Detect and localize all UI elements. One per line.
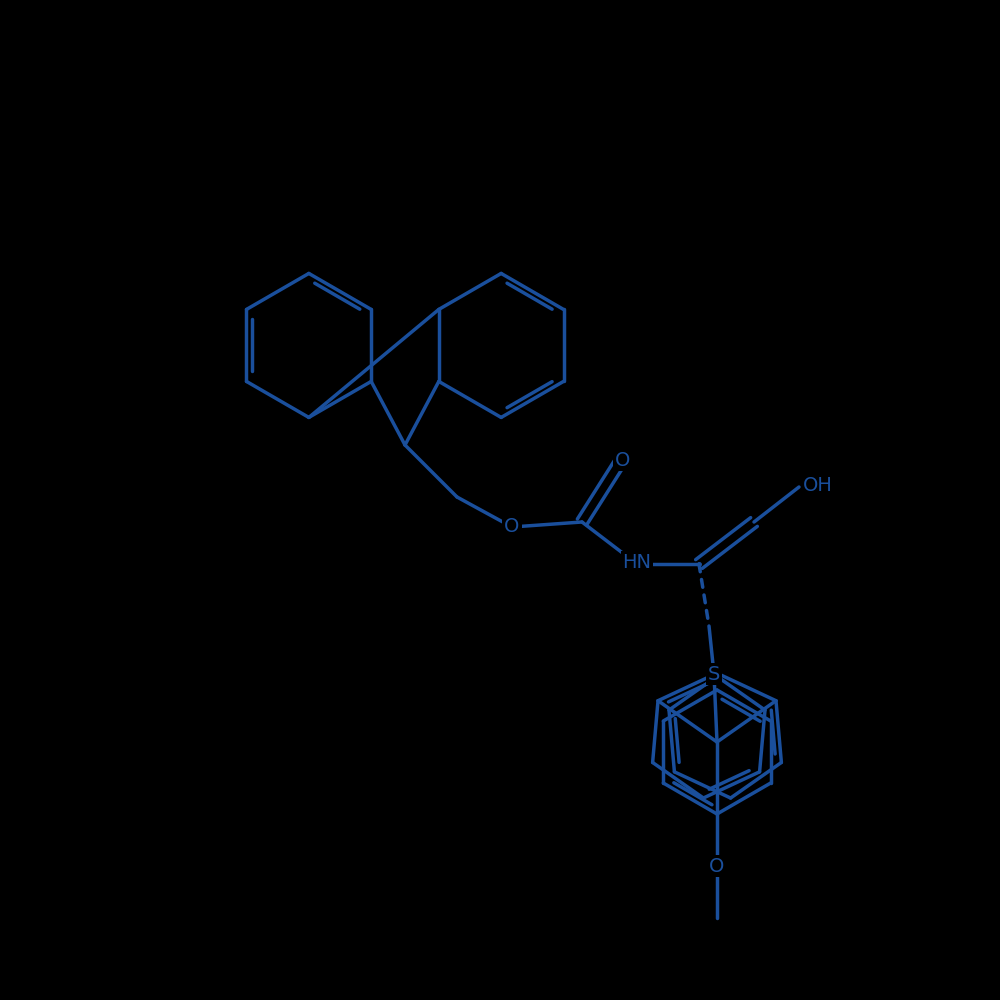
Text: O: O xyxy=(709,857,725,876)
Text: O: O xyxy=(504,518,520,536)
Text: S: S xyxy=(708,665,720,684)
Text: OH: OH xyxy=(803,476,833,495)
Text: O: O xyxy=(615,451,631,470)
Text: HN: HN xyxy=(622,553,652,572)
